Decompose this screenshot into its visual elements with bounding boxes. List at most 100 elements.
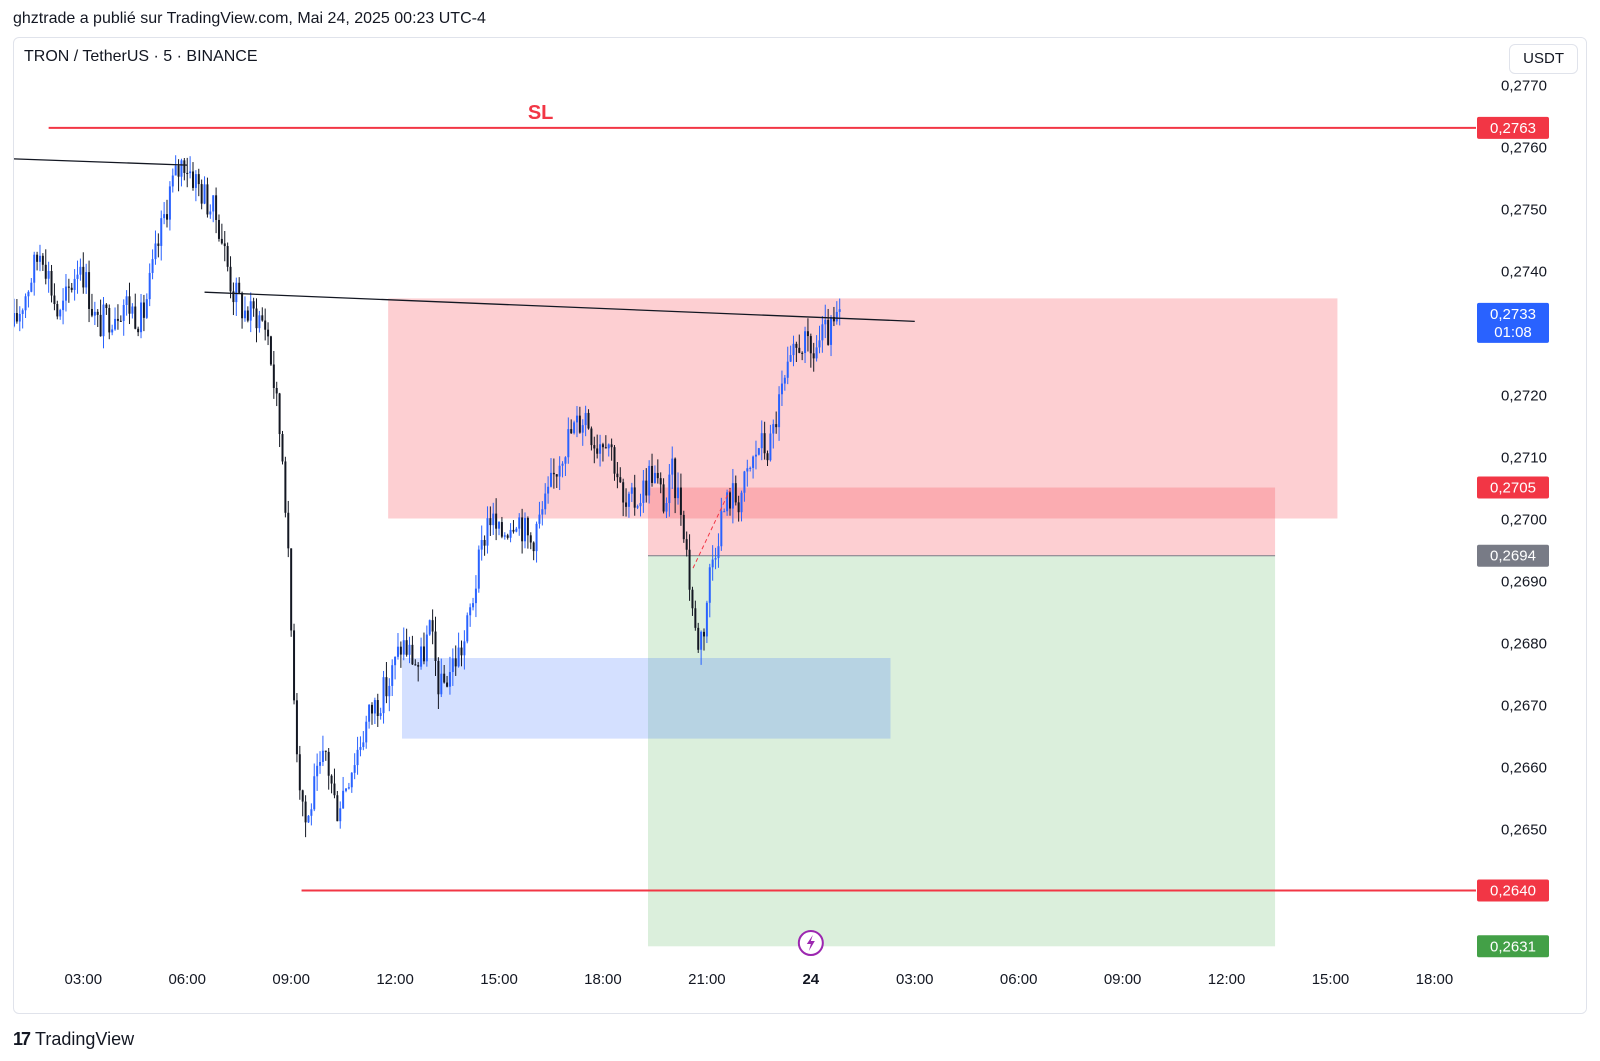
candle-body bbox=[454, 658, 457, 667]
candle-body bbox=[272, 364, 275, 388]
candle-body bbox=[171, 175, 174, 187]
candle-body bbox=[148, 272, 151, 300]
candle-body bbox=[67, 286, 70, 288]
candle-body bbox=[417, 665, 420, 667]
candle-body bbox=[723, 511, 726, 513]
candle-body bbox=[313, 776, 316, 810]
candle-body bbox=[679, 487, 682, 515]
candle-body bbox=[50, 270, 53, 296]
candle-body bbox=[422, 646, 425, 662]
candle-body bbox=[792, 343, 795, 356]
candle-body bbox=[552, 472, 555, 475]
risk-zone bbox=[388, 298, 1338, 519]
y-tick-label: 0,2690 bbox=[1501, 574, 1547, 591]
candle-body bbox=[246, 310, 249, 321]
candle-body bbox=[743, 471, 746, 493]
candle-body bbox=[33, 254, 36, 283]
candle-body bbox=[474, 588, 477, 604]
candle-body bbox=[832, 316, 835, 322]
candle-body bbox=[85, 272, 88, 288]
candle-body bbox=[420, 646, 423, 667]
candle-body bbox=[806, 331, 809, 337]
candle-body bbox=[627, 493, 630, 507]
y-tick-label: 0,2740 bbox=[1501, 264, 1547, 281]
candle-body bbox=[200, 184, 203, 204]
candle-body bbox=[307, 815, 310, 823]
candle-body bbox=[53, 295, 56, 305]
candle-body bbox=[220, 238, 223, 244]
candle-body bbox=[347, 787, 350, 789]
candle-body bbox=[457, 647, 460, 667]
candle-body bbox=[498, 522, 501, 529]
candle-body bbox=[451, 658, 454, 673]
candle-body bbox=[737, 502, 740, 513]
current-price-label-bg bbox=[1477, 302, 1549, 343]
candle-body bbox=[105, 304, 108, 309]
stop-loss-price-label-bg bbox=[1477, 116, 1549, 139]
candle-body bbox=[642, 480, 645, 503]
candle-body bbox=[62, 300, 65, 311]
candle-body bbox=[645, 480, 648, 496]
candle-body bbox=[446, 682, 449, 687]
candle-body bbox=[653, 472, 656, 483]
candle-body bbox=[711, 559, 714, 568]
candle-body bbox=[570, 429, 573, 434]
price-axis bbox=[1477, 38, 1586, 1013]
candle-body bbox=[399, 646, 402, 655]
candle-body bbox=[656, 472, 659, 479]
x-tick-label: 21:00 bbox=[688, 971, 726, 988]
tradingview-logo-text: TradingView bbox=[35, 1029, 135, 1049]
stop-zone bbox=[647, 487, 1276, 556]
x-tick-label: 15:00 bbox=[480, 971, 518, 988]
candle-body bbox=[460, 647, 463, 656]
currency-button[interactable]: USDT bbox=[1509, 44, 1578, 74]
candle-body bbox=[700, 631, 703, 650]
candle-body bbox=[157, 243, 160, 246]
x-tick-label: 12:00 bbox=[1208, 971, 1246, 988]
candle-body bbox=[145, 299, 148, 318]
candle-body bbox=[549, 472, 552, 487]
candle-body bbox=[778, 394, 781, 428]
candle-body bbox=[573, 422, 576, 434]
price-chart[interactable]: SL 0,2770 0,2760 0,2750 0,2740 0,2720 0,2710 0,… bbox=[14, 38, 1587, 1014]
candle-body bbox=[717, 546, 720, 559]
candle-body bbox=[463, 641, 466, 656]
candle-body bbox=[425, 634, 428, 662]
candle-body bbox=[122, 304, 125, 321]
tradingview-logo[interactable]: 17 TradingView bbox=[13, 1029, 134, 1050]
chart-panel[interactable]: SL 0,2770 0,2760 0,2750 0,2740 0,2720 0,2710 0,… bbox=[13, 37, 1587, 1014]
y-tick-label: 0,2760 bbox=[1501, 140, 1547, 157]
candle-body bbox=[448, 672, 451, 687]
candle-body bbox=[538, 514, 541, 524]
candle-body bbox=[728, 492, 731, 509]
candle-body bbox=[668, 474, 671, 504]
candle-body bbox=[102, 304, 105, 337]
candle-body bbox=[763, 433, 766, 454]
candle-body bbox=[353, 765, 356, 773]
candle-body bbox=[633, 487, 636, 508]
candle-body bbox=[362, 742, 365, 748]
candle-body bbox=[830, 316, 833, 345]
candle-body bbox=[209, 211, 212, 215]
candle-body bbox=[705, 602, 708, 637]
symbol-title[interactable]: TRON / TetherUS · 5 · BINANCE bbox=[24, 48, 258, 65]
candle-body bbox=[140, 302, 143, 333]
candle-body bbox=[301, 790, 304, 802]
publication-header: ghztrade a publié sur TradingView.com, M… bbox=[13, 10, 486, 27]
candle-body bbox=[36, 254, 39, 262]
candle-body bbox=[766, 453, 769, 461]
candle-body bbox=[512, 529, 515, 532]
candle-body bbox=[659, 478, 662, 485]
candle-body bbox=[619, 477, 622, 483]
candle-body bbox=[90, 308, 93, 316]
candle-body bbox=[616, 473, 619, 478]
candle-body bbox=[503, 535, 506, 537]
x-tick-label: 03:00 bbox=[896, 971, 934, 988]
candle-body bbox=[229, 266, 232, 292]
event-lightning-icon[interactable] bbox=[797, 930, 824, 956]
candle-body bbox=[518, 517, 521, 529]
candle-body bbox=[405, 640, 408, 655]
candle-body bbox=[414, 664, 417, 666]
candle-body bbox=[183, 160, 186, 173]
candle-body bbox=[356, 749, 359, 766]
